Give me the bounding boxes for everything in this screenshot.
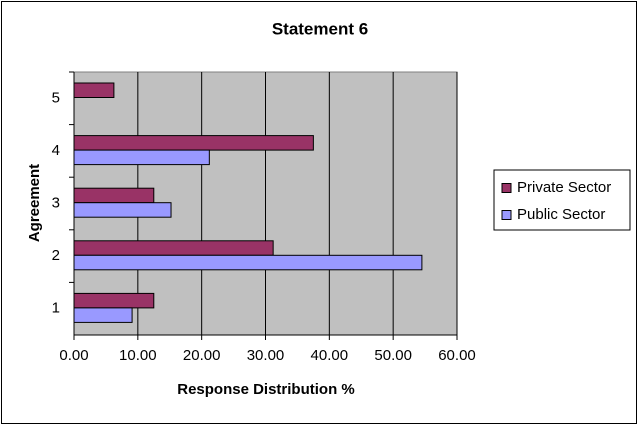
bar	[73, 240, 274, 256]
legend-swatch	[501, 183, 512, 193]
bar	[73, 149, 210, 166]
x-tick-label: 0.00	[59, 347, 88, 364]
y-tick-label: 2	[52, 247, 60, 264]
x-tick-label: 30.00	[247, 347, 285, 364]
legend-swatch	[501, 210, 512, 220]
y-axis-label: Agreement	[26, 164, 43, 242]
bar	[73, 254, 423, 271]
bar	[73, 202, 172, 218]
bar	[73, 307, 133, 323]
x-tick-label: 10.00	[119, 347, 157, 364]
chart-title: Statement 6	[272, 19, 368, 38]
bar	[73, 135, 314, 151]
legend-box	[493, 169, 631, 231]
x-axis-label: Response Distribution %	[177, 381, 355, 398]
y-tick-label: 1	[52, 300, 60, 317]
x-tick-label: 20.00	[183, 347, 221, 364]
bar	[73, 82, 115, 98]
bar	[73, 187, 155, 204]
x-tick-label: 60.00	[438, 347, 476, 364]
bar	[73, 292, 155, 309]
legend-label: Private Sector	[517, 179, 611, 196]
y-tick-label: 3	[52, 194, 60, 211]
y-tick-label: 5	[52, 89, 60, 106]
x-tick-label: 40.00	[311, 347, 349, 364]
legend-label: Public Sector	[517, 206, 605, 223]
x-tick-label: 50.00	[374, 347, 412, 364]
y-tick-label: 4	[52, 142, 60, 159]
